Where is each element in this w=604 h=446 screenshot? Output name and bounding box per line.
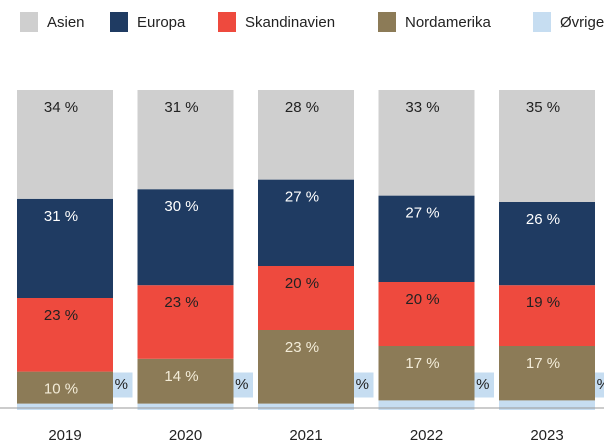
legend-label: Asien (47, 14, 85, 31)
bar-segment (17, 198, 113, 298)
x-tick-label: 2019 (48, 427, 81, 444)
legend-swatch (378, 12, 396, 32)
data-label: 23 % (164, 294, 198, 311)
data-label: 20 % (405, 291, 439, 308)
data-label: 23 % (44, 307, 78, 324)
bar-segment (137, 189, 234, 286)
bar-segment (258, 403, 354, 410)
bar-segment (137, 90, 234, 190)
x-tick-label: 2022 (410, 427, 443, 444)
data-label: 31 % (44, 208, 78, 225)
data-label: 23 % (285, 339, 319, 356)
bar-segment (378, 195, 475, 282)
data-label: 27 % (405, 205, 439, 222)
bar-segment (258, 266, 354, 330)
data-label: 14 % (164, 368, 198, 385)
data-label: 20 % (285, 275, 319, 292)
bar-segment (499, 202, 595, 286)
data-label: 31 % (164, 99, 198, 116)
data-label: 30 % (164, 198, 198, 215)
bar-segment (258, 90, 354, 180)
data-label: 26 % (526, 211, 560, 228)
bar-segment (499, 400, 595, 410)
bar-segment (137, 285, 234, 359)
bar-segment (17, 403, 113, 410)
data-label: 35 % (526, 99, 560, 116)
data-label: 27 % (285, 189, 319, 206)
x-tick-label: 2023 (530, 427, 563, 444)
data-label: 17 % (526, 355, 560, 372)
legend-swatch (110, 12, 128, 32)
bar-segment (17, 298, 113, 372)
bar-segment (258, 330, 354, 404)
legend-swatch (218, 12, 236, 32)
bar-segment (17, 371, 113, 404)
legend-label: Skandinavien (245, 14, 335, 31)
legend-swatch (20, 12, 38, 32)
bar-segment (499, 285, 595, 346)
data-label: 33 % (405, 99, 439, 116)
legend-label: Øvrige (560, 14, 604, 31)
bar-segment (499, 346, 595, 401)
bar-segment (258, 179, 354, 266)
bar-segment (137, 358, 234, 404)
data-label: 10 % (44, 381, 78, 398)
bar-segment (137, 403, 234, 410)
bar-segment (378, 346, 475, 401)
legend-swatch (533, 12, 551, 32)
bar-segment (17, 90, 113, 199)
x-tick-label: 2020 (169, 427, 202, 444)
bar-segment (378, 400, 475, 410)
legend-label: Nordamerika (405, 14, 492, 31)
bar-segment (499, 90, 595, 202)
data-label: 34 % (44, 99, 78, 116)
x-tick-label: 2021 (289, 427, 322, 444)
bar-segment (378, 282, 475, 346)
data-label: 17 % (405, 355, 439, 372)
data-label: 19 % (526, 294, 560, 311)
data-label: 28 % (285, 99, 319, 116)
legend-label: Europa (137, 14, 186, 31)
bar-segment (378, 90, 475, 196)
